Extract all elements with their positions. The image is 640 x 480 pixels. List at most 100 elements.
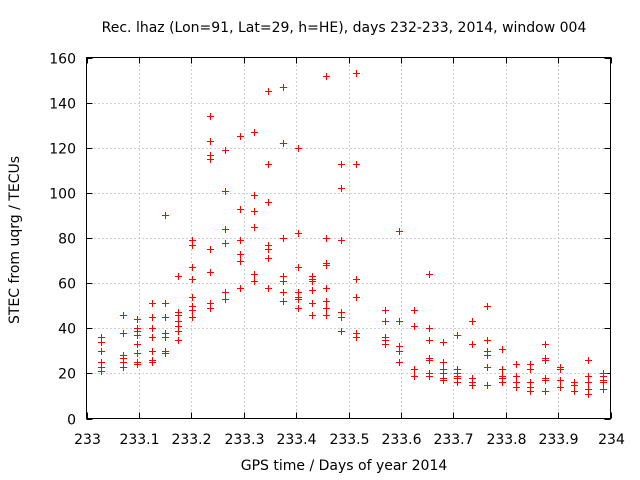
data-point — [382, 341, 389, 348]
data-point — [513, 373, 520, 380]
data-point — [175, 273, 182, 280]
data-point — [280, 289, 287, 296]
data-point — [149, 300, 156, 307]
data-point — [426, 325, 433, 332]
data-point — [499, 366, 506, 373]
data-point — [382, 307, 389, 314]
data-point — [426, 271, 433, 278]
data-point — [207, 246, 214, 253]
data-point — [265, 199, 272, 206]
data-point — [207, 269, 214, 276]
data-point — [499, 346, 506, 353]
data-point — [265, 285, 272, 292]
data-point — [162, 300, 169, 307]
data-point — [175, 337, 182, 344]
data-point — [222, 296, 229, 303]
y-tick-label: 140 — [49, 97, 76, 113]
data-points — [98, 70, 607, 398]
data-point — [295, 296, 302, 303]
data-point — [134, 350, 141, 357]
data-point — [469, 341, 476, 348]
x-tick-label: 233.4 — [276, 432, 316, 448]
data-point — [542, 341, 549, 348]
data-point — [513, 361, 520, 368]
data-point — [265, 255, 272, 262]
data-point — [222, 188, 229, 195]
data-point — [162, 350, 169, 357]
y-tick-label: 100 — [49, 187, 76, 203]
data-point — [237, 237, 244, 244]
y-tick-label: 120 — [49, 142, 76, 158]
data-point — [149, 359, 156, 366]
data-point — [557, 377, 564, 384]
data-point — [396, 359, 403, 366]
data-point — [295, 230, 302, 237]
data-point — [251, 224, 258, 231]
data-point — [120, 364, 127, 371]
data-point — [149, 325, 156, 332]
data-point — [600, 386, 607, 393]
data-point — [309, 278, 316, 285]
data-point — [454, 332, 461, 339]
data-point — [396, 228, 403, 235]
data-point — [280, 140, 287, 147]
data-point — [353, 276, 360, 283]
data-point — [484, 352, 491, 359]
data-point — [600, 379, 607, 386]
x-tick-label: 233.5 — [329, 432, 369, 448]
x-tick-label: 233 — [74, 432, 101, 448]
data-point — [189, 314, 196, 321]
x-tick-label: 233.9 — [538, 432, 578, 448]
data-point — [175, 312, 182, 319]
data-point — [149, 314, 156, 321]
data-point — [527, 388, 534, 395]
data-point — [353, 161, 360, 168]
y-tick-label: 80 — [58, 232, 76, 248]
data-point — [207, 156, 214, 163]
data-point — [323, 262, 330, 269]
data-point — [251, 271, 258, 278]
data-point — [585, 357, 592, 364]
data-point — [280, 84, 287, 91]
data-point — [469, 318, 476, 325]
data-point — [189, 242, 196, 249]
x-tick-label: 233.7 — [433, 432, 473, 448]
data-point — [571, 388, 578, 395]
data-point — [237, 206, 244, 213]
data-point — [134, 361, 141, 368]
data-point — [309, 312, 316, 319]
data-point — [411, 373, 418, 380]
data-point — [265, 161, 272, 168]
data-point — [469, 382, 476, 389]
data-point — [396, 318, 403, 325]
data-point — [411, 323, 418, 330]
data-point — [222, 147, 229, 154]
grid — [86, 57, 611, 419]
data-point — [98, 368, 105, 375]
data-point — [338, 237, 345, 244]
data-point — [295, 305, 302, 312]
x-tick-label: 233.1 — [119, 432, 159, 448]
axis-ticks: 233 233.1 233.2 233.3 233.4 233.5 233.6 233.7 23… — [49, 52, 625, 449]
y-tick-label: 40 — [58, 322, 76, 338]
data-point — [585, 379, 592, 386]
data-point — [134, 332, 141, 339]
data-point — [162, 212, 169, 219]
data-point — [237, 251, 244, 258]
data-point — [162, 334, 169, 341]
data-point — [237, 285, 244, 292]
data-point — [338, 314, 345, 321]
data-point — [585, 373, 592, 380]
data-point — [175, 328, 182, 335]
data-point — [571, 382, 578, 389]
data-point — [323, 298, 330, 305]
data-point — [440, 339, 447, 346]
x-tick-label: 233.2 — [171, 432, 211, 448]
x-tick-label: 233.6 — [381, 432, 421, 448]
data-point — [251, 129, 258, 136]
data-point — [323, 285, 330, 292]
data-point — [411, 366, 418, 373]
data-point — [309, 287, 316, 294]
data-point — [426, 337, 433, 344]
data-point — [222, 226, 229, 233]
